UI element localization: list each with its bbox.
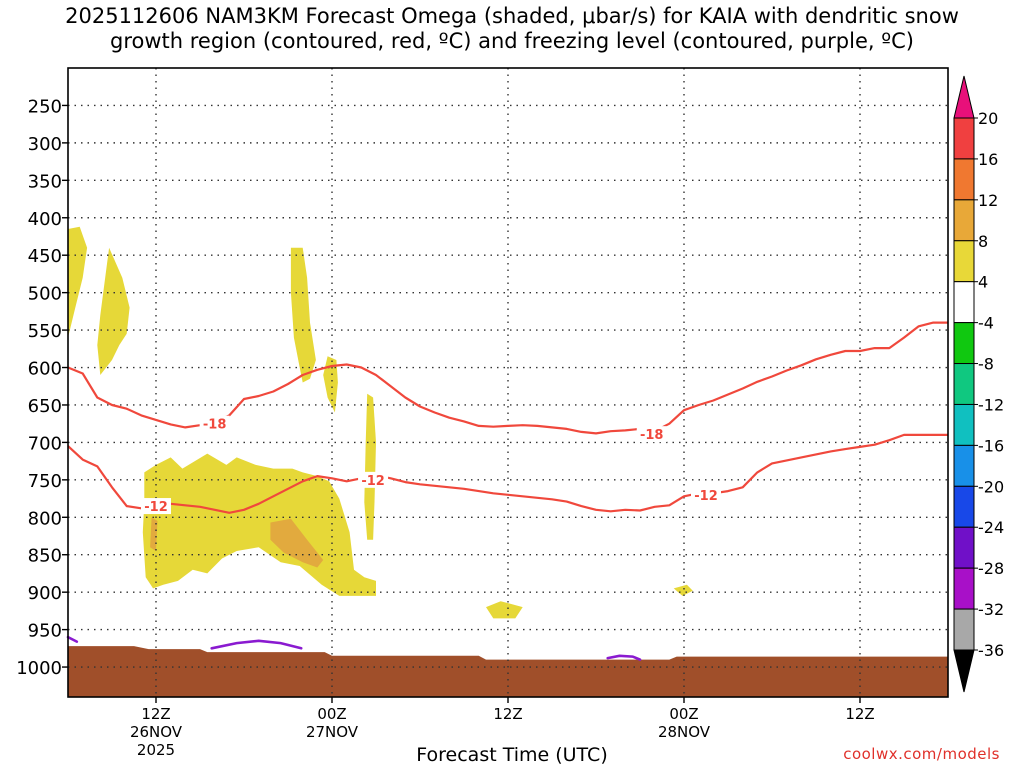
- colorbar-label--24: -24: [978, 518, 1004, 537]
- isotherm-label--12: -12: [144, 500, 168, 515]
- y-tick-label-950: 950: [28, 621, 62, 642]
- terrain-layer: [68, 646, 948, 697]
- isotherm--12-line: [67, 433, 948, 514]
- omega-shading-layer: [68, 226, 693, 619]
- chart-title: 2025112606 NAM3KM Forecast Omega (shaded…: [0, 4, 1024, 54]
- isotherm-label--18: -18: [203, 418, 227, 433]
- terrain-surface: [68, 646, 948, 697]
- colorbar-label--8: -8: [978, 355, 994, 374]
- y-tick-label-700: 700: [28, 433, 62, 454]
- y-tick-label-1000: 1000: [16, 658, 62, 679]
- isotherm-label-bg: [636, 426, 667, 443]
- x-tick-year-6: 2025: [137, 741, 175, 759]
- isotherm-label-bg: [141, 498, 171, 515]
- x-tick-label-54: 12Z: [845, 705, 874, 723]
- y-tick-label-650: 650: [28, 396, 62, 417]
- x-axis-label: Forecast Time (UTC): [416, 744, 608, 766]
- colorbar-label--20: -20: [978, 477, 1004, 496]
- y-tick-label-750: 750: [28, 471, 62, 492]
- omega-region-9: [486, 601, 523, 619]
- y-tick-label-400: 400: [28, 209, 62, 230]
- colorbar-swatch-5: [953, 281, 975, 324]
- colorbar-label--12: -12: [978, 395, 1004, 414]
- colorbar-swatch-9: [953, 444, 975, 487]
- colorbar-swatch-11: [953, 526, 975, 569]
- x-tick-label-6: 12Z: [141, 705, 170, 723]
- omega-region-6: [142, 453, 376, 596]
- y-tick-label-450: 450: [28, 246, 62, 267]
- colorbar-swatch-13: [953, 608, 975, 651]
- colorbar-label-16: 16: [978, 150, 998, 169]
- y-tick-label-600: 600: [28, 359, 62, 380]
- chart-title-line-2: growth region (contoured, red, ºC) and f…: [110, 29, 914, 53]
- plot-frame: [67, 67, 949, 698]
- colorbar-label--28: -28: [978, 559, 1004, 578]
- colorbar-label-20: 20: [978, 109, 998, 128]
- x-tick-label-18: 00Z: [317, 705, 346, 723]
- omega-region-2: [97, 247, 130, 375]
- y-tick-label-850: 850: [28, 546, 62, 567]
- x-tick-date-18: 27NOV: [306, 723, 359, 741]
- isotherm-label--12: -12: [361, 474, 385, 489]
- colorbar-swatch-1: [953, 117, 975, 160]
- omega-region-5: [364, 393, 376, 540]
- credit-link[interactable]: coolwx.com/models: [843, 745, 1000, 763]
- axes: 250 300 350 400 450 500 550 600 650 700 750 800 850 9…: [16, 67, 949, 759]
- freezing-level-segment-2: [210, 639, 303, 650]
- freezing-level-segment-1: [66, 635, 79, 643]
- x-tick-label-30: 12Z: [493, 705, 522, 723]
- x-tick-label-42: 00Z: [669, 705, 698, 723]
- colorbar-swatch-12: [953, 567, 975, 610]
- isotherm-label-bg: [199, 415, 230, 432]
- omega-region-10: [673, 584, 693, 596]
- y-tick-label-500: 500: [28, 284, 62, 305]
- omega-region-4: [323, 356, 338, 413]
- colorbar-label-12: 12: [978, 191, 998, 210]
- colorbar-swatch-10: [953, 485, 975, 528]
- contour-layer: -18 -18 -12 -12 -12: [66, 321, 948, 661]
- x-tick-date-42: 28NOV: [658, 723, 711, 741]
- y-tick-label-900: 900: [28, 583, 62, 604]
- colorbar-label-8: 8: [978, 232, 988, 251]
- y-tick-label-800: 800: [28, 508, 62, 529]
- omega-region-3: [290, 247, 316, 383]
- isotherm-label-bg: [691, 486, 721, 503]
- isotherm-label--12: -12: [694, 489, 718, 504]
- y-tick-label-550: 550: [28, 321, 62, 342]
- colorbar-label--16: -16: [978, 436, 1004, 455]
- isotherm-label--18: -18: [640, 428, 664, 443]
- y-tick-label-350: 350: [28, 171, 62, 192]
- colorbar-swatch-8: [953, 403, 975, 446]
- isotherm-label-bg: [358, 471, 389, 488]
- y-tick-label-300: 300: [28, 134, 62, 155]
- colorbar-label--4: -4: [978, 314, 994, 333]
- chart-title-line-1: 2025112606 NAM3KM Forecast Omega (shaded…: [65, 4, 959, 28]
- colorbar-label--32: -32: [978, 600, 1004, 619]
- y-tick-label-250: 250: [28, 96, 62, 117]
- gridlines: [68, 68, 948, 697]
- colorbar-label-4: 4: [978, 273, 988, 292]
- colorbar-label--36: -36: [978, 641, 1004, 660]
- colorbar-swatch-4: [953, 240, 975, 283]
- colorbar: 20 16 12 8 4 -4 -8 -12 -16 -20 -24 -28 -32 -36: [953, 75, 1004, 693]
- omega-region-1: [68, 226, 88, 338]
- colorbar-swatch-7: [953, 363, 975, 405]
- freezing-level-segment-3: [606, 654, 642, 661]
- colorbar-bottom-arrow: [953, 649, 975, 693]
- x-tick-date-6: 26NOV: [130, 723, 183, 741]
- colorbar-swatch-2: [953, 158, 975, 201]
- colorbar-swatch-6: [953, 322, 975, 365]
- colorbar-swatch-3: [953, 199, 975, 242]
- colorbar-top-arrow: [953, 75, 975, 119]
